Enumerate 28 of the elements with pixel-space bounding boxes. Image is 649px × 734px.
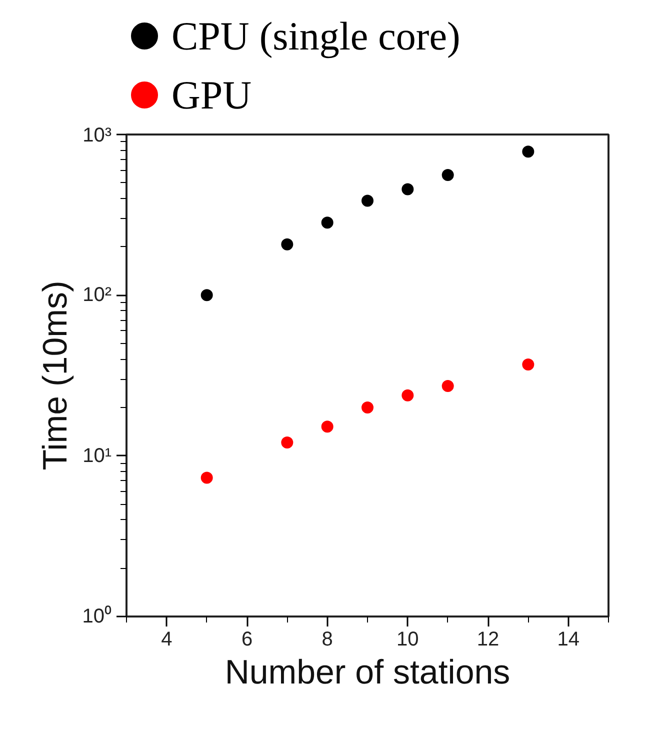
y-tick-label: 10³ [82,124,112,146]
x-tick-label: 8 [322,628,333,650]
point [362,401,374,414]
point [402,183,414,196]
legend-label: GPU [172,72,252,118]
point [442,168,454,181]
point [402,389,414,402]
x-tick-label: 4 [161,628,172,650]
y-tick-label: 10² [82,284,112,306]
point [281,436,294,449]
point [200,472,213,484]
legend-label: CPU (single core) [172,14,460,58]
x-tick-label: 14 [557,628,580,650]
x-tick-label: 10 [396,628,419,650]
x-tick-label: 6 [241,628,253,650]
y-tick-label: 10¹ [82,444,112,467]
point [321,216,334,229]
x-axis-title: Number of stations [224,654,510,692]
x-tick-label: 12 [476,628,500,650]
point [362,194,374,207]
point [522,146,534,158]
point [281,238,294,250]
point [321,420,334,433]
y-tick-label: 10⁰ [82,604,112,628]
point [522,358,534,371]
point [200,289,213,302]
point [442,380,454,392]
y-axis-title: Time (10ms) [36,280,74,470]
